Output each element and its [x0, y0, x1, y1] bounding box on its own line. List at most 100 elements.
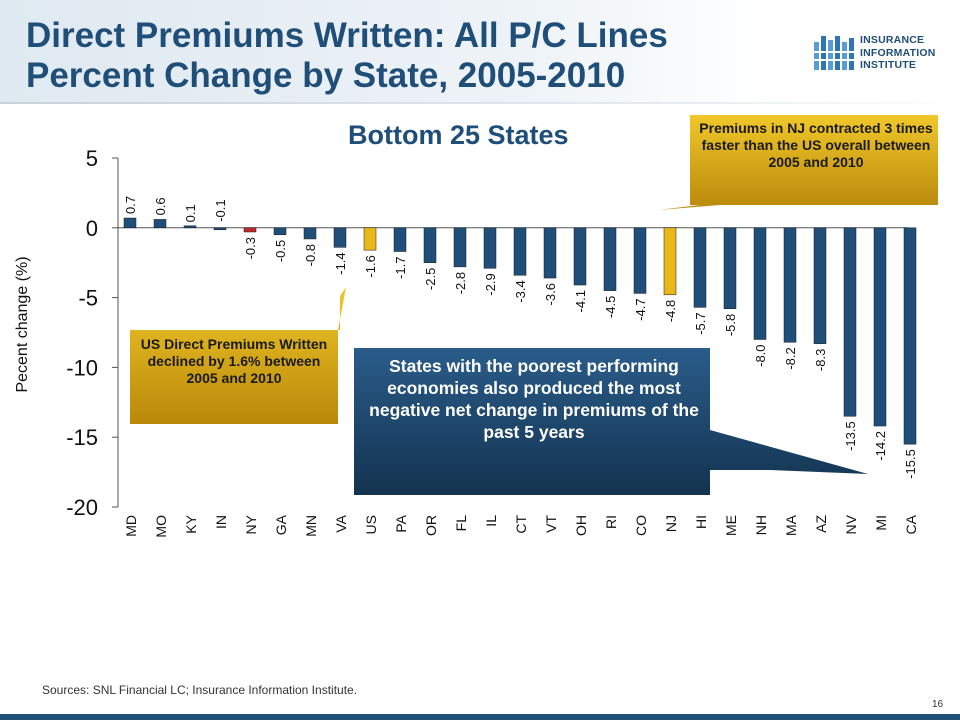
bar-pa	[393, 227, 407, 252]
value-label-il: -2.9	[483, 273, 498, 295]
category-label-fl: FL	[453, 515, 469, 532]
callout-nj-text: Premiums in NJ contracted 3 times faster…	[699, 120, 933, 170]
callout-poorest-text: States with the poorest performing econo…	[369, 356, 699, 442]
category-label-co: CO	[633, 515, 649, 536]
value-label-ct: -3.4	[513, 280, 528, 302]
y-tick-label: -10	[66, 355, 98, 380]
bar-nh	[753, 227, 767, 340]
value-label-nh: -8.0	[753, 344, 768, 366]
bar-ma	[783, 227, 797, 343]
category-label-in: IN	[213, 515, 229, 529]
category-label-ma: MA	[783, 514, 799, 536]
bar-ri	[603, 227, 617, 291]
value-label-or: -2.5	[423, 268, 438, 290]
category-label-us: US	[363, 515, 379, 534]
callout-poorest-box	[354, 348, 868, 495]
bar-ca	[903, 227, 917, 445]
y-axis-title: Pecent change (%)	[14, 256, 31, 392]
category-label-az: AZ	[813, 515, 829, 533]
category-label-va: VA	[333, 514, 349, 532]
bar-or	[423, 227, 437, 263]
value-label-me: -5.8	[723, 314, 738, 336]
category-label-ga: GA	[273, 514, 289, 535]
category-label-vt: VT	[543, 515, 559, 533]
callout-us-box	[130, 287, 346, 424]
y-tick-label: 0	[86, 216, 98, 241]
y-tick-label: -5	[78, 286, 98, 311]
value-label-ca: -15.5	[903, 449, 918, 479]
sources-note: Sources: SNL Financial LC; Insurance Inf…	[42, 683, 358, 697]
category-label-nj: NJ	[663, 515, 679, 532]
category-label-hi: HI	[693, 515, 709, 529]
bar-il	[483, 227, 497, 269]
bar-us	[363, 227, 377, 251]
bar-mi	[873, 227, 887, 427]
bar-nv	[843, 227, 857, 417]
bar-az	[813, 227, 827, 344]
value-label-mn: -0.8	[303, 244, 318, 266]
page-title: Direct Premiums Written: All P/C Lines P…	[26, 16, 806, 96]
value-label-mi: -14.2	[873, 431, 888, 461]
category-label-il: IL	[483, 515, 499, 527]
category-label-ky: KY	[183, 514, 199, 533]
value-label-hi: -5.7	[693, 312, 708, 334]
value-label-oh: -4.1	[573, 290, 588, 312]
header-divider	[0, 102, 960, 104]
value-label-va: -1.4	[333, 252, 348, 274]
title-line-1: Direct Premiums Written: All P/C Lines	[26, 16, 668, 55]
value-label-az: -8.3	[813, 349, 828, 371]
y-tick-label: -20	[66, 495, 98, 520]
category-label-md: MD	[123, 515, 139, 537]
value-label-ny: -0.3	[243, 237, 258, 259]
value-label-md: 0.7	[123, 196, 138, 214]
category-label-ct: CT	[513, 515, 529, 534]
bar-ky	[183, 225, 197, 229]
value-label-mo: 0.6	[153, 197, 168, 215]
category-label-mi: MI	[873, 515, 889, 531]
bar-mo	[153, 219, 167, 229]
callout-us-text: US Direct Premiums Written declined by 1…	[140, 336, 328, 386]
value-label-ga: -0.5	[273, 240, 288, 262]
bar-mn	[303, 227, 317, 240]
value-label-ri: -4.5	[603, 296, 618, 318]
value-label-vt: -3.6	[543, 283, 558, 305]
value-label-us: -1.6	[363, 255, 378, 277]
category-label-nv: NV	[843, 514, 859, 534]
bar-ny	[243, 227, 257, 233]
bar-fl	[453, 227, 467, 268]
category-label-ri: RI	[603, 515, 619, 529]
callout-nj-box	[658, 115, 938, 210]
iii-logo: INSURANCE INFORMATION INSTITUTE	[812, 30, 952, 76]
category-label-ca: CA	[903, 514, 919, 534]
title-line-2: Percent Change by State, 2005-2010	[26, 56, 626, 95]
footer-bar	[0, 714, 960, 720]
value-label-ky: 0.1	[183, 204, 198, 222]
header-band	[0, 0, 960, 104]
bar-ct	[513, 227, 527, 276]
category-label-mn: MN	[303, 515, 319, 537]
value-label-nv: -13.5	[843, 421, 858, 451]
bar-nj	[663, 227, 677, 296]
value-label-fl: -2.8	[453, 272, 468, 294]
category-label-me: ME	[723, 515, 739, 536]
bar-in	[213, 227, 227, 231]
category-label-pa: PA	[393, 514, 409, 532]
logo-mark-icon	[812, 36, 856, 70]
category-label-mo: MO	[153, 515, 169, 538]
logo-text: INSURANCE INFORMATION INSTITUTE	[860, 34, 936, 71]
bar-me	[723, 227, 737, 310]
bar-vt	[543, 227, 557, 279]
chart-title: Bottom 25 States	[348, 120, 569, 150]
category-label-ny: NY	[243, 514, 259, 534]
bar-hi	[693, 227, 707, 308]
page-number: 16	[932, 699, 944, 710]
y-tick-label: 5	[86, 146, 98, 171]
y-tick-label: -15	[66, 425, 98, 450]
bar-md	[123, 217, 137, 229]
value-label-nj: -4.8	[663, 300, 678, 322]
value-label-ma: -8.2	[783, 347, 798, 369]
bar-ga	[273, 227, 287, 236]
value-label-in: -0.1	[213, 199, 228, 221]
bar-co	[633, 227, 647, 294]
